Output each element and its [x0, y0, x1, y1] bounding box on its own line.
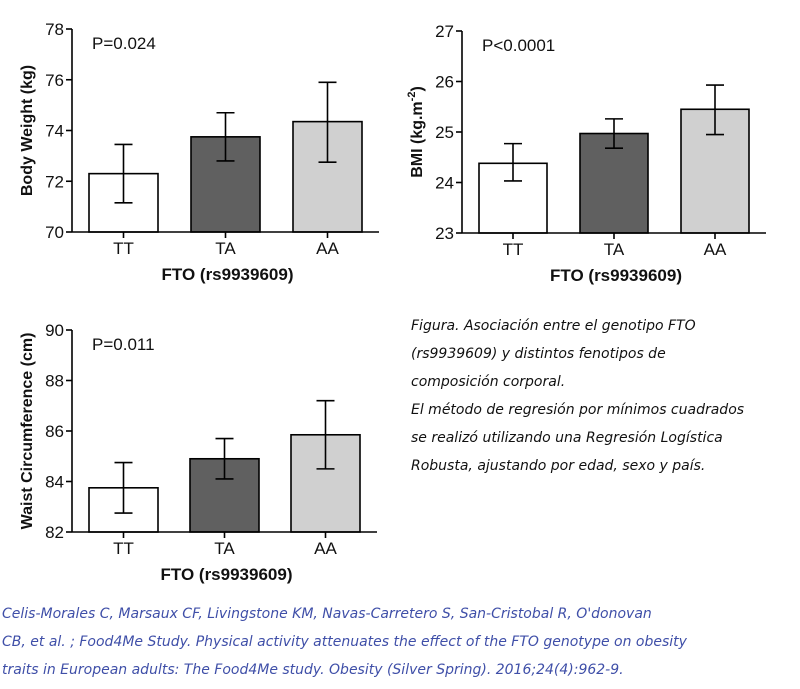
x-tick-label: TA: [215, 239, 236, 258]
x-tick-label: TA: [214, 539, 235, 558]
y-axis-label-text: BMI (kg.m: [409, 101, 426, 177]
caption-line: (rs9939609) y distintos fenotipos de: [411, 346, 666, 362]
body-weight-chart: TT TA AA 70 72 74 76 78 Body Weight (kg) FTO (rs9…: [19, 20, 379, 284]
citation: Celis-Morales C, Marsaux CF, Livingstone…: [2, 600, 800, 684]
x-axis-label: FTO (rs9939609): [161, 565, 293, 584]
p-value-annotation: P<0.0001: [482, 36, 555, 55]
y-tick-label: 82: [45, 523, 64, 542]
x-tick-label: TT: [503, 240, 524, 259]
caption-line: El método de regresión por mínimos cuadr…: [411, 402, 745, 418]
caption-line: Robusta, ajustando por edad, sexo y país…: [411, 458, 706, 474]
x-tick-label: AA: [704, 240, 727, 259]
y-axis-label-text: Waist Circumference (cm): [19, 333, 36, 530]
y-tick-label: 25: [435, 123, 454, 142]
bmi-chart: TT TA AA 23 24 25 26 27 BMI (kg.m-2) FTO (rs99396…: [406, 22, 766, 285]
y-tick-label: 72: [45, 172, 64, 191]
y-tick-label: 84: [45, 473, 64, 492]
citation-line: CB, et al. ; Food4Me Study. Physical act…: [2, 634, 687, 650]
y-axis-label-suffix: ): [409, 86, 426, 91]
p-value-annotation: P=0.024: [92, 34, 156, 53]
waist-circumference-chart: TT TA AA 82 84 86 88 90 Waist Circumference (cm)…: [19, 321, 377, 584]
x-tick-label: TA: [604, 240, 625, 259]
p-value-annotation: P=0.011: [92, 335, 155, 354]
x-tick-label: AA: [314, 539, 337, 558]
y-axis-label: Waist Circumference (cm): [19, 333, 36, 530]
y-tick-label: 76: [45, 71, 64, 90]
x-tick-label: AA: [316, 239, 339, 258]
y-tick-label: 23: [435, 224, 454, 243]
caption-line: Figura. Asociación entre el genotipo FTO: [411, 318, 696, 334]
y-axis-label: BMI (kg.m-2): [406, 86, 426, 178]
caption-line: se realizó utilizando una Regresión Logí…: [411, 430, 723, 446]
y-tick-label: 27: [435, 22, 454, 41]
y-tick-label: 90: [45, 321, 64, 340]
y-tick-label: 78: [45, 20, 64, 39]
y-tick-label: 70: [45, 223, 64, 242]
y-tick-label: 86: [45, 422, 64, 441]
figure-caption: Figura. Asociación entre el genotipo FTO…: [411, 312, 800, 480]
citation-line: Celis-Morales C, Marsaux CF, Livingstone…: [2, 606, 652, 622]
x-tick-label: TT: [113, 539, 134, 558]
citation-line: traits in European adults: The Food4Me s…: [2, 662, 624, 678]
caption-line: composición corporal.: [411, 374, 566, 390]
x-axis-label: FTO (rs9939609): [550, 266, 682, 285]
y-tick-label: 88: [45, 372, 64, 391]
y-tick-label: 24: [435, 174, 454, 193]
y-tick-label: 74: [45, 122, 64, 141]
x-axis-label: FTO (rs9939609): [162, 265, 294, 284]
y-axis-label-text: Body Weight (kg): [19, 65, 36, 196]
y-axis-label-superscript: -2: [406, 92, 418, 102]
x-tick-label: TT: [113, 239, 134, 258]
y-tick-label: 26: [435, 73, 454, 92]
y-axis-label: Body Weight (kg): [19, 65, 36, 196]
